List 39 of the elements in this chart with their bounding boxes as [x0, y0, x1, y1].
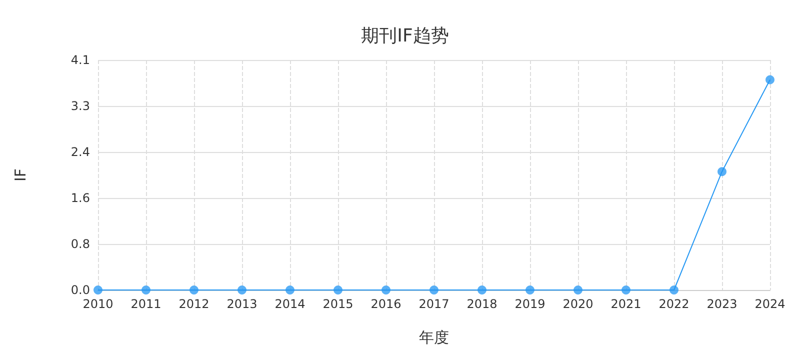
- point: [670, 286, 678, 294]
- point: [526, 286, 534, 294]
- x-tick-label: 2018: [466, 297, 498, 311]
- point: [142, 286, 150, 294]
- x-axis-title: 年度: [419, 328, 449, 346]
- y-tick-label: 3.3: [70, 99, 90, 113]
- x-tick-label: 2017: [418, 297, 450, 311]
- x-tick-label: 2022: [658, 297, 690, 311]
- x-tick-label: 2023: [706, 297, 738, 311]
- x-tick-label: 2012: [178, 297, 210, 311]
- point: [574, 286, 582, 294]
- y-tick-label: 0.8: [70, 237, 90, 251]
- x-tick-label: 2013: [226, 297, 258, 311]
- point: [286, 286, 294, 294]
- x-tick-label: 2024: [754, 297, 786, 311]
- x-tick-label: 2021: [610, 297, 642, 311]
- point: [382, 286, 390, 294]
- point: [94, 286, 102, 294]
- y-axis-title: IF: [12, 168, 30, 182]
- y-tick-label: 2.4: [70, 145, 90, 159]
- point: [430, 286, 438, 294]
- chart-title: 期刊IF趋势: [361, 26, 449, 46]
- point: [478, 286, 486, 294]
- y-tick-label: 1.6: [70, 191, 90, 205]
- x-tick-label: 2020: [562, 297, 594, 311]
- x-tick-label: 2010: [82, 297, 114, 311]
- point: [334, 286, 342, 294]
- x-tick-label: 2016: [370, 297, 402, 311]
- x-tick-label: 2011: [130, 297, 162, 311]
- point: [238, 286, 246, 294]
- x-tick-label: 2014: [274, 297, 306, 311]
- point: [622, 286, 630, 294]
- point: [190, 286, 198, 294]
- x-tick-label: 2019: [514, 297, 546, 311]
- x-tick-label: 2015: [322, 297, 354, 311]
- y-tick-label: 4.1: [70, 53, 90, 67]
- point: [718, 167, 726, 176]
- point: [766, 75, 774, 84]
- y-tick-label: 0.0: [70, 283, 90, 297]
